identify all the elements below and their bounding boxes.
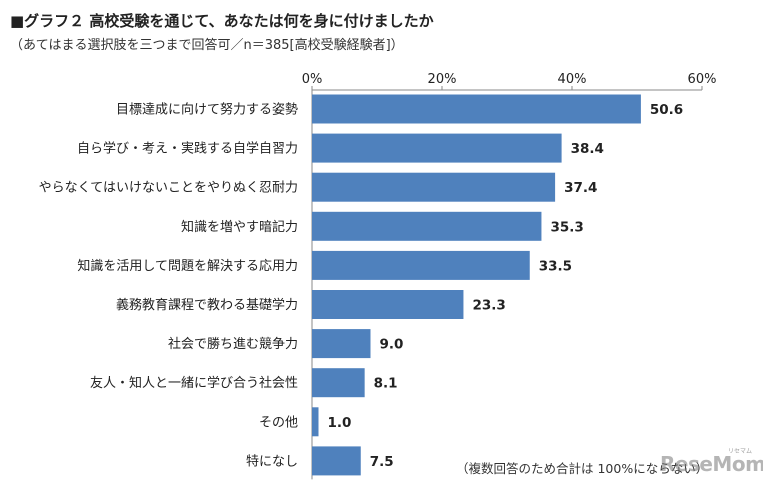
value-label: 38.4 (571, 141, 604, 157)
value-label: 37.4 (564, 180, 597, 196)
value-label: 9.0 (380, 337, 404, 353)
category-label: 知識を活用して問題を解決する応用力 (77, 258, 298, 274)
bar (312, 329, 371, 359)
category-label: 特になし (246, 454, 298, 469)
value-label: 8.1 (374, 376, 398, 392)
bar (312, 211, 542, 241)
footnote: （複数回答のため合計は 100%にならない） (456, 461, 709, 476)
value-label: 7.5 (370, 454, 394, 470)
category-label: 目標達成に向けて努力する姿勢 (116, 102, 298, 118)
x-tick-label: 60% (688, 72, 717, 87)
bar (312, 250, 530, 280)
value-label: 23.3 (472, 298, 505, 314)
bar (312, 290, 464, 319)
x-tick-label: 0% (302, 72, 323, 87)
resemom-logo-kana: リセマム (728, 448, 753, 455)
resemom-logo-watermark: ReseMom (660, 452, 763, 476)
category-label: 社会で勝ち進む競争力 (168, 336, 298, 352)
value-label: 1.0 (328, 415, 352, 431)
value-label: 50.6 (650, 102, 683, 118)
bar (312, 368, 365, 398)
value-label: 33.5 (539, 258, 572, 274)
category-label: 自ら学び・考え・実践する自学自習力 (77, 141, 298, 157)
x-tick-label: 20% (428, 72, 457, 87)
bar (312, 94, 641, 124)
category-label: 知識を増やす暗記力 (181, 219, 298, 235)
category-label: やらなくてはいけないことをやりぬく忍耐力 (39, 181, 298, 196)
category-label: その他 (259, 415, 298, 430)
category-label: 友人・知人と一緒に学び合う社会性 (90, 375, 298, 391)
chart-subtitle: （あてはまる選択肢を三つまで回答可／n＝385[高校受験経験者]） (10, 38, 404, 53)
chart-title: ■グラフ２ 高校受験を通じて、あなたは何を身に付けましたか (10, 12, 434, 30)
value-label: 35.3 (550, 219, 583, 235)
bar (312, 172, 556, 202)
bar (312, 446, 361, 476)
category-label: 義務教育課程で教わる基礎学力 (116, 297, 298, 313)
x-tick-label: 40% (558, 72, 587, 87)
bar (312, 407, 319, 437)
bar (312, 133, 562, 163)
